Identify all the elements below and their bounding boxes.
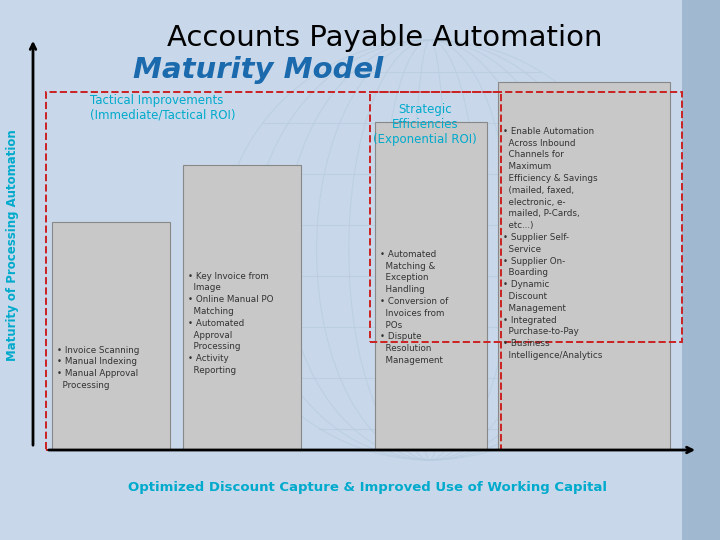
Bar <box>375 122 487 450</box>
Text: Maturity of Processing Automation: Maturity of Processing Automation <box>6 129 19 361</box>
Circle shape <box>220 40 640 460</box>
Bar <box>52 222 170 450</box>
Text: • Key Invoice from
  Image
• Online Manual PO
  Matching
• Automated
  Approval
: • Key Invoice from Image • Online Manual… <box>188 272 274 375</box>
Bar <box>370 92 682 342</box>
Text: Strategic
Efficiencies
(Exponential ROI): Strategic Efficiencies (Exponential ROI) <box>373 104 477 146</box>
Text: Accounts Payable Automation: Accounts Payable Automation <box>167 24 603 52</box>
Text: Tactical Improvements
(Immediate/Tactical ROI): Tactical Improvements (Immediate/Tactica… <box>90 94 235 122</box>
Text: • Automated
  Matching &
  Exception
  Handling
• Conversion of
  Invoices from
: • Automated Matching & Exception Handlin… <box>380 250 449 365</box>
Text: Optimized Discount Capture & Improved Use of Working Capital: Optimized Discount Capture & Improved Us… <box>128 482 608 495</box>
Bar <box>183 165 301 450</box>
Bar <box>46 92 501 450</box>
Text: • Invoice Scanning
• Manual Indexing
• Manual Approval
  Processing: • Invoice Scanning • Manual Indexing • M… <box>57 346 140 390</box>
Text: • Enable Automation
  Across Inbound
  Channels for
  Maximum
  Efficiency & Sav: • Enable Automation Across Inbound Chann… <box>503 127 603 360</box>
Text: Maturity Model: Maturity Model <box>133 56 383 84</box>
Bar <box>498 82 670 450</box>
Bar <box>682 0 720 540</box>
